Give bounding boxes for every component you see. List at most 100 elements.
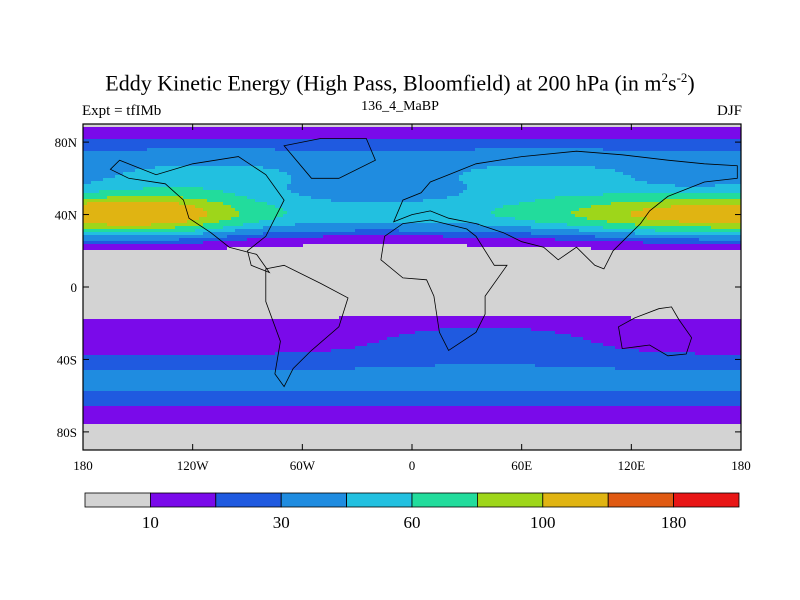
field-cell — [283, 172, 288, 176]
field-cell — [615, 202, 620, 206]
field-cell — [403, 178, 408, 182]
field-cell — [547, 178, 552, 182]
field-cell — [311, 166, 316, 170]
field-cell — [387, 145, 392, 149]
field-cell — [491, 145, 496, 149]
field-cell — [203, 169, 208, 173]
field-cell — [223, 136, 228, 140]
field-cell — [479, 202, 484, 206]
field-cell — [631, 148, 636, 152]
field-cell — [547, 154, 552, 158]
field-cell — [307, 142, 312, 146]
field-cell — [715, 148, 720, 152]
field-cell — [139, 184, 144, 188]
field-cell — [383, 196, 388, 200]
field-cell — [219, 205, 224, 209]
field-cell — [271, 136, 276, 140]
field-cell — [227, 172, 232, 176]
field-cell — [91, 136, 96, 140]
field-cell — [563, 145, 568, 149]
field-cell — [199, 205, 204, 209]
field-cell — [135, 154, 140, 158]
field-cell — [483, 166, 488, 170]
field-cell — [175, 181, 180, 185]
field-cell — [471, 181, 476, 185]
field-cell — [107, 196, 112, 200]
field-cell — [455, 160, 460, 164]
field-cell — [339, 178, 344, 182]
field-cell — [163, 163, 168, 167]
field-cell — [563, 148, 568, 152]
field-cell — [99, 175, 104, 179]
field-cell — [475, 130, 480, 134]
field-cell — [631, 145, 636, 149]
field-cell — [279, 190, 284, 194]
field-cell — [291, 148, 296, 152]
field-cell — [723, 154, 728, 158]
field-cell — [699, 145, 704, 149]
field-cell — [547, 124, 552, 128]
field-cell — [243, 178, 248, 182]
field-cell — [255, 190, 260, 194]
field-cell — [191, 139, 196, 143]
field-cell — [443, 133, 448, 137]
field-cell — [599, 211, 604, 215]
field-cell — [295, 148, 300, 152]
field-cell — [663, 151, 668, 155]
field-cell — [519, 130, 524, 134]
field-cell — [175, 124, 180, 128]
field-cell — [339, 142, 344, 146]
field-cell — [359, 199, 364, 203]
field-cell — [95, 211, 100, 215]
field-cell — [731, 196, 736, 200]
field-cell — [187, 175, 192, 179]
field-cell — [383, 184, 388, 188]
field-cell — [519, 151, 524, 155]
field-cell — [107, 211, 112, 215]
field-cell — [339, 208, 344, 212]
field-cell — [355, 184, 360, 188]
field-cell — [547, 151, 552, 155]
field-cell — [247, 199, 252, 203]
field-cell — [287, 130, 292, 134]
field-cell — [651, 208, 656, 212]
field-cell — [339, 196, 344, 200]
field-cell — [219, 145, 224, 149]
field-cell — [591, 190, 596, 194]
field-cell — [547, 169, 552, 173]
field-cell — [383, 151, 388, 155]
field-cell — [635, 172, 640, 176]
field-cell — [419, 148, 424, 152]
field-cell — [467, 193, 472, 197]
field-cell — [599, 205, 604, 209]
field-cell — [499, 193, 504, 197]
field-cell — [551, 199, 556, 203]
field-cell — [427, 175, 432, 179]
field-cell — [427, 130, 432, 134]
field-cell — [495, 208, 500, 212]
field-cell — [143, 124, 148, 128]
field-cell — [343, 154, 348, 158]
field-cell — [243, 139, 248, 143]
field-cell — [699, 142, 704, 146]
field-cell — [339, 136, 344, 140]
field-cell — [539, 166, 544, 170]
field-cell — [631, 211, 636, 215]
field-cell — [307, 124, 312, 128]
field-cell — [251, 133, 256, 137]
field-cell — [127, 175, 132, 179]
field-cell — [103, 211, 108, 215]
field-cell — [255, 154, 260, 158]
field-cell — [555, 124, 560, 128]
field-cell — [367, 169, 372, 173]
field-cell — [587, 154, 592, 158]
field-cell — [519, 169, 524, 173]
field-cell — [727, 178, 732, 182]
field-cell — [115, 166, 120, 170]
field-cell — [195, 181, 200, 185]
field-cell — [735, 142, 740, 146]
field-cell — [651, 127, 656, 131]
field-cell — [663, 124, 668, 128]
field-cell — [639, 172, 644, 176]
field-cell — [167, 196, 172, 200]
